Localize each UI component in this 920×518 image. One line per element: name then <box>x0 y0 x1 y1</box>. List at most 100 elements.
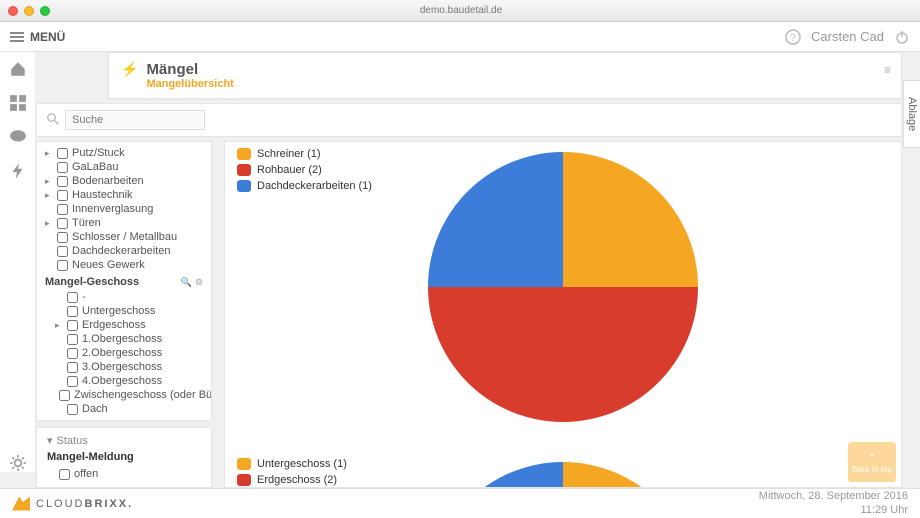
ablage-tab[interactable]: Ablage <box>903 80 920 148</box>
expand-icon[interactable]: ▸ <box>45 148 53 159</box>
status-checkbox[interactable] <box>59 469 70 480</box>
tree-item[interactable]: ▸Bodenarbeiten <box>45 174 203 188</box>
tree-item[interactable]: Neues Gewerk <box>45 258 203 272</box>
tree-item[interactable]: Zwischengeschoss (oder Bühne) <box>45 388 203 402</box>
status-head: Status <box>57 435 88 447</box>
pie-chart <box>428 462 698 488</box>
page-header-card: ⚡ Mängel Mangelübersicht ≡ <box>108 52 902 99</box>
tree-item[interactable]: ▸ Putz/Stuck <box>45 146 203 160</box>
logo-icon <box>12 497 30 511</box>
brand-1: CLOUD <box>36 498 85 510</box>
svg-text:?: ? <box>790 33 796 44</box>
top-header: MENÜ ? Carsten Cad <box>0 22 920 52</box>
legend-label: Dachdeckerarbeiten (1) <box>257 180 372 192</box>
menu-label: MENÜ <box>30 30 65 44</box>
filter-checkbox[interactable] <box>67 292 78 303</box>
filter-checkbox[interactable] <box>57 190 68 201</box>
search-input[interactable] <box>65 110 205 130</box>
chart-area: Schreiner (1) Rohbauer (2) Dachdeckerarbei… <box>224 141 902 488</box>
footer: CLOUDBRIXX. Mittwoch, 28. September 2016… <box>0 488 920 518</box>
filter-checkbox[interactable] <box>67 376 78 387</box>
tree-item[interactable]: ▸Erdgeschoss <box>45 318 203 332</box>
dashboard-icon[interactable] <box>9 94 27 112</box>
tree-item[interactable]: 4.Obergeschoss <box>45 374 203 388</box>
bolt-icon[interactable] <box>9 162 27 180</box>
tree-label: Haustechnik <box>72 189 133 201</box>
funnel-icon: ▾ <box>47 434 53 447</box>
tree-item[interactable]: 2.Obergeschoss <box>45 346 203 360</box>
mac-titlebar: demo.baudetail.de <box>0 0 920 22</box>
tree-item[interactable]: ▸ Türen <box>45 216 203 230</box>
burger-icon <box>10 30 24 44</box>
tree-item[interactable]: Dach <box>45 402 203 416</box>
tree-item[interactable]: 1.Obergeschoss <box>45 332 203 346</box>
legend-item[interactable]: Erdgeschoss (2) <box>237 474 347 486</box>
filter-checkbox[interactable] <box>57 218 68 229</box>
chat-icon[interactable] <box>9 128 27 146</box>
help-icon[interactable]: ? <box>785 29 801 45</box>
section-label: Personenschaden <box>45 420 140 421</box>
filter-checkbox[interactable] <box>67 320 78 331</box>
expand-icon[interactable]: ▸ <box>55 320 63 331</box>
tree-label: Türen <box>72 217 101 229</box>
tree-label: 2.Obergeschoss <box>82 347 162 359</box>
tree-label: Dachdeckerarbeiten <box>72 245 170 257</box>
tree-item[interactable]: - <box>45 290 203 304</box>
search-icon[interactable]: 🔍 <box>181 421 192 422</box>
filter-checkbox[interactable] <box>57 148 68 159</box>
tree-item[interactable]: GaLaBau <box>45 160 203 174</box>
tree-item[interactable]: ▸ Haustechnik <box>45 188 203 202</box>
page-subtitle[interactable]: Mangelübersicht <box>146 78 233 90</box>
legend-item[interactable]: Dachdeckerarbeiten (1) <box>237 180 372 192</box>
legend-swatch <box>237 180 251 192</box>
backtop-label: Back to top <box>852 465 892 474</box>
filter-checkbox[interactable] <box>67 362 78 373</box>
filter-checkbox[interactable] <box>57 232 68 243</box>
close-dot[interactable] <box>8 6 18 16</box>
legend-item[interactable]: Rohbauer (2) <box>237 164 372 176</box>
home-icon[interactable] <box>9 60 27 78</box>
legend-label: Untergeschoss (1) <box>257 458 347 470</box>
legend-item[interactable]: Untergeschoss (1) <box>237 458 347 470</box>
tree-item[interactable]: Dachdeckerarbeiten <box>45 244 203 258</box>
filter-checkbox[interactable] <box>57 176 68 187</box>
user-name[interactable]: Carsten Cad <box>811 29 884 44</box>
filter-checkbox[interactable] <box>67 334 78 345</box>
filter-checkbox[interactable] <box>57 246 68 257</box>
filter-checkbox[interactable] <box>57 260 68 271</box>
expand-icon[interactable]: ▸ <box>45 190 53 201</box>
tree-label: 4.Obergeschoss <box>82 375 162 387</box>
filter-checkbox[interactable] <box>67 404 78 415</box>
filter-checkbox[interactable] <box>57 204 68 215</box>
tree-label: Innenverglasung <box>72 203 153 215</box>
card-menu-icon[interactable]: ≡ <box>884 63 891 77</box>
tree-item[interactable]: 3.Obergeschoss <box>45 360 203 374</box>
legend-label: Schreiner (1) <box>257 148 321 160</box>
legend-item[interactable]: Schreiner (1) <box>237 148 372 160</box>
min-dot[interactable] <box>24 6 34 16</box>
gear-icon[interactable] <box>9 454 27 472</box>
filter-checkbox[interactable] <box>59 390 70 401</box>
tree-item[interactable]: Innenverglasung <box>45 202 203 216</box>
tree-label: Putz/Stuck <box>72 147 125 159</box>
back-to-top-button[interactable]: ⌃ Back to top <box>848 442 896 482</box>
filter-checkbox[interactable] <box>67 348 78 359</box>
tree-item[interactable]: Untergeschoss <box>45 304 203 318</box>
gear-icon[interactable]: ⚙ <box>195 421 203 422</box>
menu-button[interactable]: MENÜ <box>10 30 65 44</box>
filter-checkbox[interactable] <box>57 162 68 173</box>
search-row <box>36 103 902 137</box>
footer-date: Mittwoch, 28. September 2016 <box>759 490 908 503</box>
filter-checkbox[interactable] <box>67 306 78 317</box>
expand-icon[interactable]: ▸ <box>45 218 53 229</box>
power-icon[interactable] <box>894 29 910 45</box>
search-icon[interactable]: 🔍 <box>181 277 192 288</box>
legend-label: Rohbauer (2) <box>257 164 322 176</box>
tree-item[interactable]: Schlosser / Metallbau <box>45 230 203 244</box>
footer-time: 11:29 Uhr <box>759 504 908 517</box>
max-dot[interactable] <box>40 6 50 16</box>
section-head: Mangel-Geschoss🔍⚙ <box>45 272 203 290</box>
gear-icon[interactable]: ⚙ <box>195 277 203 288</box>
page-title: Mängel <box>146 61 233 78</box>
expand-icon[interactable]: ▸ <box>45 176 53 187</box>
